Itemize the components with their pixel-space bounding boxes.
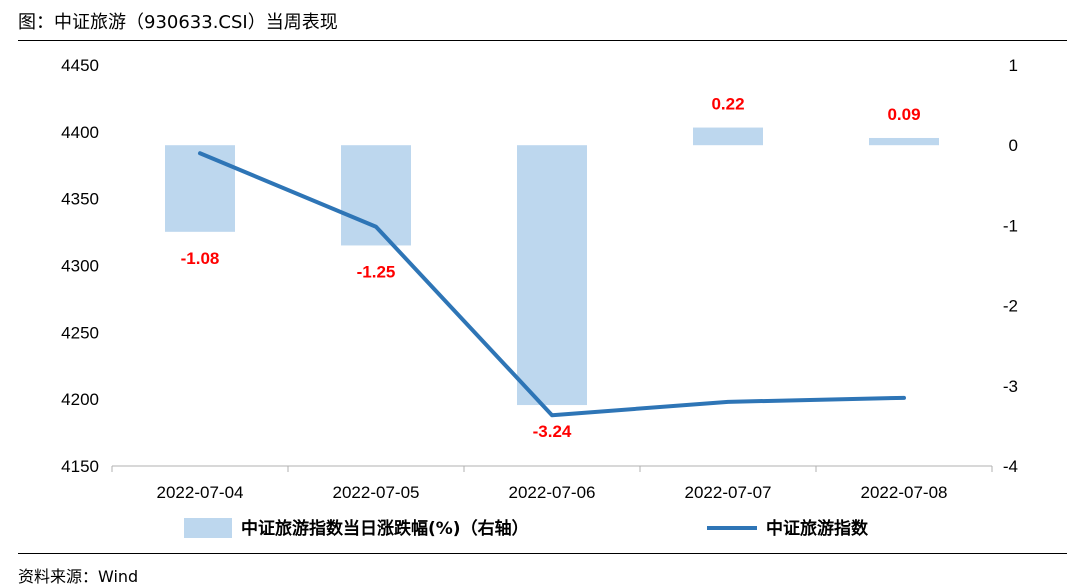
right-axis-tick-label: 1 xyxy=(1009,56,1018,75)
bar xyxy=(693,127,763,146)
right-axis-tick-label: -4 xyxy=(1003,457,1018,476)
legend: 中证旅游指数当日涨跌幅(%)（右轴） 中证旅游指数 xyxy=(184,518,869,539)
legend-label-line: 中证旅游指数 xyxy=(766,518,869,539)
axes xyxy=(111,465,993,472)
bar-data-label: 0.09 xyxy=(887,105,920,124)
x-axis-tick-label: 2022-07-05 xyxy=(333,483,420,502)
left-axis-tick-label: 4400 xyxy=(61,123,99,142)
right-axis-tick-label: -3 xyxy=(1003,377,1018,396)
left-axis-tick-label: 4350 xyxy=(61,190,99,209)
bar xyxy=(165,145,235,232)
right-axis-tick-label: -1 xyxy=(1003,216,1018,235)
left-axis-tick-label: 4300 xyxy=(61,257,99,276)
left-axis-tick-label: 4250 xyxy=(61,323,99,342)
x-axis-tick-label: 2022-07-08 xyxy=(861,483,948,502)
figure-title: 图：中证旅游（930633.CSI）当周表现 xyxy=(18,12,338,33)
left-axis-tick-label: 4200 xyxy=(61,390,99,409)
index-line xyxy=(198,151,906,418)
source-note: 资料来源：Wind xyxy=(18,567,139,586)
legend-label-bar: 中证旅游指数当日涨跌幅(%)（右轴） xyxy=(241,518,529,539)
title-divider xyxy=(18,40,1067,41)
bar-data-label: -1.25 xyxy=(357,262,396,281)
right-axis-tick-label: 0 xyxy=(1009,136,1018,155)
legend-swatch-bar xyxy=(184,518,232,538)
tick-labels: 4150 4200 4250 4300 4350 4400 4450 -4 -3 -2 -1 0 1 20… xyxy=(61,56,1018,502)
bar xyxy=(869,137,939,146)
bar xyxy=(341,145,411,246)
bar-data-label: 0.22 xyxy=(711,95,744,114)
left-axis-tick-label: 4450 xyxy=(61,56,99,75)
line-series xyxy=(198,151,906,418)
x-axis-tick-label: 2022-07-06 xyxy=(509,483,596,502)
bar-data-label: -1.08 xyxy=(181,249,220,268)
bar-data-label: -3.24 xyxy=(533,422,572,441)
right-axis-tick-label: -2 xyxy=(1003,297,1018,316)
bar-series xyxy=(165,127,939,406)
footer-divider xyxy=(18,553,1067,554)
bar xyxy=(517,145,587,406)
x-axis-tick-label: 2022-07-04 xyxy=(157,483,244,502)
x-axis-tick-label: 2022-07-07 xyxy=(685,483,772,502)
data-labels: -1.08 -1.25 -3.24 0.22 0.09 xyxy=(181,95,921,441)
left-axis-tick-label: 4150 xyxy=(61,457,99,476)
